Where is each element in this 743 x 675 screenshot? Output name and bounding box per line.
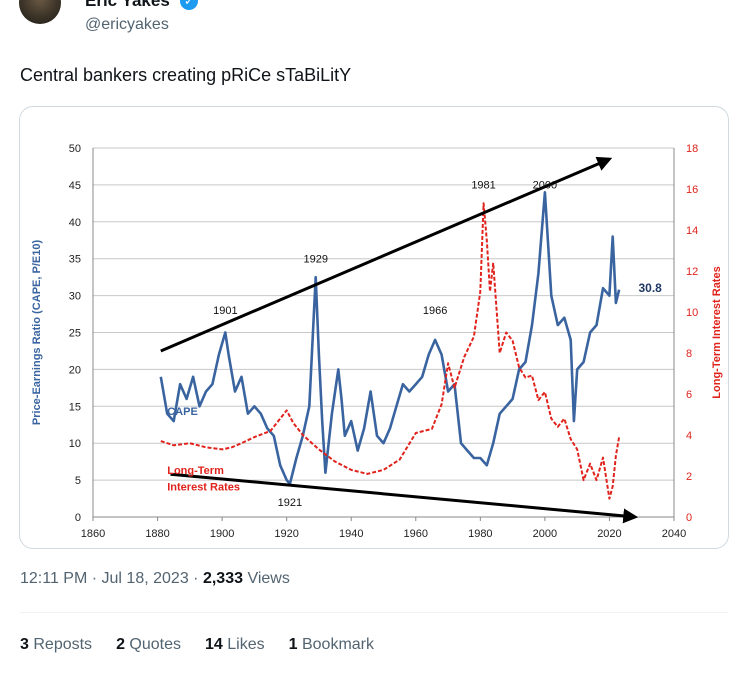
annotation-cape-label: CAPE xyxy=(167,406,198,418)
annotation-year: 1929 xyxy=(303,253,327,265)
trend-arrow-down xyxy=(170,472,639,524)
y-right-tick-label: 14 xyxy=(686,225,698,237)
y-right-tick-label: 8 xyxy=(686,348,692,360)
y-tick-label: 20 xyxy=(69,364,81,376)
quotes-stat[interactable]: 2 Quotes xyxy=(116,636,181,654)
likes-stat[interactable]: 14 Likes xyxy=(205,636,265,654)
author-handle[interactable]: @ericyakes xyxy=(85,16,169,33)
annotation-year: 1981 xyxy=(471,180,495,192)
bookmarks-count: 1 xyxy=(288,636,298,653)
annotation-rates-label: Interest Rates xyxy=(167,481,240,493)
x-tick-label: 1940 xyxy=(339,528,363,540)
tweet-text: Central bankers creating pRiCe sTaBiLitY xyxy=(20,65,352,85)
divider xyxy=(20,612,728,613)
x-tick-label: 1900 xyxy=(210,528,234,540)
y-tick-label: 50 xyxy=(69,143,81,155)
quotes-label: Quotes xyxy=(129,636,182,653)
meta-separator: · xyxy=(193,570,199,587)
annotation-year: 1921 xyxy=(278,497,302,509)
y-tick-label: 5 xyxy=(75,475,81,487)
series-interest-rates-line xyxy=(160,202,621,500)
x-tick-label: 1860 xyxy=(81,528,105,540)
annotation-rates-label: Long-Term xyxy=(167,465,224,477)
y-tick-label: 35 xyxy=(69,254,81,266)
x-tick-label: 1960 xyxy=(404,528,428,540)
author-name[interactable]: Eric Yakes xyxy=(85,0,170,10)
x-tick-label: 1980 xyxy=(468,528,492,540)
tweet-date[interactable]: Jul 18, 2023 xyxy=(101,570,189,587)
x-tick-label: 1880 xyxy=(145,528,169,540)
more-options-icon[interactable]: ··· xyxy=(705,0,726,9)
y-tick-label: 30 xyxy=(69,291,81,303)
x-tick-label: 2040 xyxy=(662,528,686,540)
x-tick-label: 1920 xyxy=(274,528,298,540)
likes-label: Likes xyxy=(227,636,265,653)
y-tick-label: 15 xyxy=(69,401,81,413)
y-right-tick-label: 4 xyxy=(686,430,692,442)
views-count: 2,333 xyxy=(202,570,243,587)
cape-interest-rate-chart: 0 5 10 15 20 25 30 35 40 45 50 0 2 4 6 8 10 12 14 16 18 1860 1… xyxy=(31,143,723,540)
y-right-tick-label: 18 xyxy=(686,143,698,155)
y-right-tick-label: 0 xyxy=(686,512,692,524)
annotation-year: 2000 xyxy=(533,180,557,192)
likes-count: 14 xyxy=(205,636,223,653)
quotes-count: 2 xyxy=(116,636,125,653)
tweet-time[interactable]: 12:11 PM xyxy=(20,570,88,587)
bookmarks-label: Bookmark xyxy=(301,636,375,653)
verified-badge-icon: ✓ xyxy=(180,0,198,10)
reposts-count: 3 xyxy=(20,636,29,653)
tweet-media-chart[interactable]: 0 5 10 15 20 25 30 35 40 45 50 0 2 4 6 8 10 12 14 16 18 1860 1… xyxy=(19,106,729,549)
series-cape-line xyxy=(159,191,621,486)
y-right-tick-label: 2 xyxy=(686,471,692,483)
y-tick-label: 10 xyxy=(69,438,81,450)
avatar[interactable] xyxy=(19,0,61,24)
views-label: Views xyxy=(247,570,290,587)
x-tick-label: 2020 xyxy=(597,528,621,540)
y-right-tick-label: 12 xyxy=(686,266,698,278)
y-tick-label: 25 xyxy=(69,328,81,340)
y-right-tick-label: 16 xyxy=(686,184,698,196)
y-right-tick-label: 6 xyxy=(686,389,692,401)
reposts-label: Reposts xyxy=(33,636,93,653)
y-right-tick-label: 10 xyxy=(686,307,698,319)
tweet-meta: 12:11 PM · Jul 18, 2023 · 2,333 Views xyxy=(20,570,290,588)
bookmarks-stat[interactable]: 1 Bookmark xyxy=(289,636,374,654)
y-right-axis-label: Long-Term Interest Rates xyxy=(711,266,723,398)
reposts-stat[interactable]: 3 Reposts xyxy=(20,636,92,654)
y-tick-label: 40 xyxy=(69,217,81,229)
annotation-year: 1901 xyxy=(213,305,237,317)
y-tick-label: 0 xyxy=(75,512,81,524)
engagement-stats: 3 Reposts 2 Quotes 14 Likes 1 Bookmark xyxy=(20,636,374,654)
x-tick-label: 2000 xyxy=(533,528,557,540)
meta-separator: · xyxy=(91,570,98,587)
annotation-year: 1966 xyxy=(423,305,447,317)
y-tick-label: 45 xyxy=(69,180,81,192)
annotation-latest-value: 30.8 xyxy=(638,281,662,295)
y-axis-label: Price-Earnings Ratio (CAPE, P/E10) xyxy=(31,240,43,426)
trend-arrow-up xyxy=(160,156,613,353)
